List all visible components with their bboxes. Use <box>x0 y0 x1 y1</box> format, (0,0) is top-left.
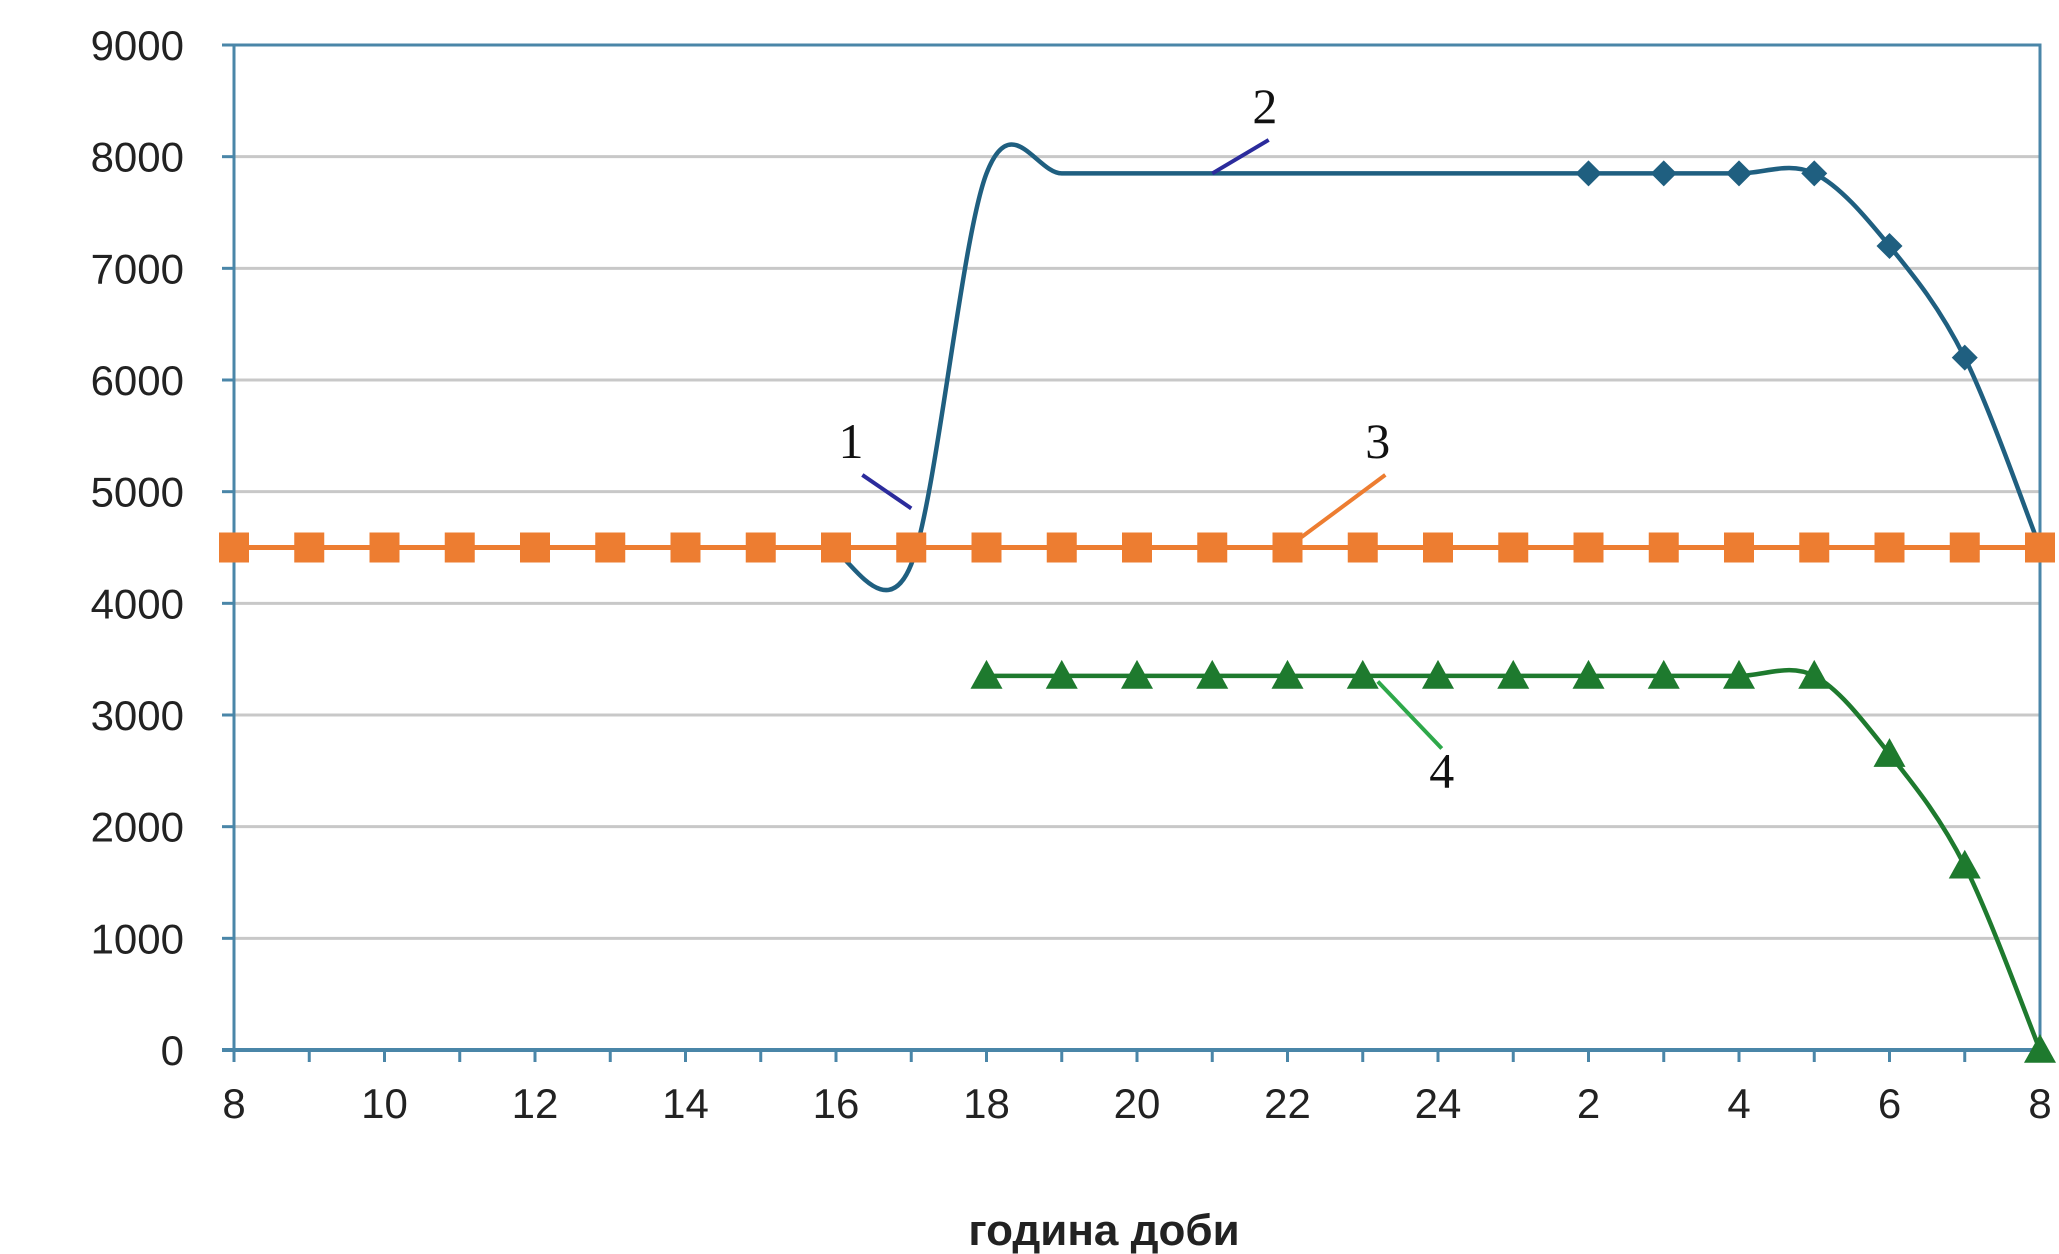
series-2-point <box>1951 344 1978 371</box>
series-3-point <box>896 532 927 563</box>
x-tick-label: 8 <box>222 1080 245 1127</box>
series-4-point <box>1346 659 1379 689</box>
series-4-point <box>2024 1034 2056 1063</box>
x-tick-label: 4 <box>1727 1080 1750 1127</box>
y-tick-labels: 0 1000 2000 3000 4000 5000 6000 7000 8000 9000 <box>91 22 184 1074</box>
x-tick-label: 20 <box>1114 1080 1161 1127</box>
callout-4-label: 4 <box>1429 743 1454 799</box>
series-3-point <box>520 532 550 563</box>
series-4-point <box>1873 738 1906 767</box>
x-tick-label: 18 <box>963 1080 1010 1127</box>
x-tick-label: 10 <box>361 1080 408 1127</box>
series-3-point <box>369 532 400 563</box>
callout-1-leader <box>861 473 913 511</box>
x-tick-label: 24 <box>1415 1080 1462 1127</box>
series-4-point <box>1723 659 1755 689</box>
series-4-point <box>1647 659 1680 689</box>
y-tick-label: 1000 <box>91 915 184 962</box>
series-2-point <box>1726 160 1752 187</box>
series-3-point <box>1498 532 1529 563</box>
series-4-point <box>1196 659 1229 689</box>
x-tick-label: 12 <box>512 1080 559 1127</box>
callout-2-label: 2 <box>1252 78 1277 134</box>
x-tick-label: 8 <box>2028 1080 2051 1127</box>
series-3-point <box>444 532 475 563</box>
series-2-point <box>1801 160 1828 187</box>
series-2-point <box>1876 233 1903 259</box>
callout-1-label: 1 <box>839 413 864 469</box>
callout-4-leader <box>1376 680 1444 750</box>
callout-2-leader <box>1211 138 1270 176</box>
series-2-point <box>1575 160 1602 187</box>
series-3-point <box>1874 532 1905 563</box>
series-4-point <box>1271 659 1304 689</box>
series-3-point <box>1949 532 1980 563</box>
series-3-point <box>219 532 249 563</box>
x-tick-label: 16 <box>813 1080 860 1127</box>
series-2-line <box>835 142 2043 593</box>
series-4-point <box>1798 659 1831 689</box>
x-tick-label: 2 <box>1577 1080 1600 1127</box>
callout-3-leader <box>1286 473 1387 550</box>
series-markers <box>219 160 2056 1063</box>
series-3-point <box>2025 532 2055 563</box>
series-4-line <box>986 667 2043 1051</box>
series-3-point <box>1197 532 1228 563</box>
series-3-point <box>1799 532 1830 563</box>
series-3-point <box>1724 532 1754 563</box>
y-tick-label: 9000 <box>91 22 184 69</box>
series-3-point <box>294 532 325 563</box>
series-4-point <box>1497 659 1530 689</box>
series-3-point <box>1423 532 1453 563</box>
y-tick-label: 6000 <box>91 357 184 404</box>
series-4-point <box>1572 659 1605 689</box>
y-tick-label: 3000 <box>91 692 184 739</box>
series-3-point <box>1648 532 1679 563</box>
series-3-point <box>1122 532 1152 563</box>
series-3-point <box>821 532 851 563</box>
y-tick-label: 4000 <box>91 580 184 627</box>
series-3-point <box>1573 532 1604 563</box>
series-3-point <box>670 532 701 563</box>
y-tick-label: 7000 <box>91 245 184 292</box>
series-lines <box>234 142 2043 1051</box>
series-3-point <box>745 532 776 563</box>
series-4-point <box>1422 659 1454 689</box>
series-3-point <box>1347 532 1378 563</box>
series-2-point <box>1650 160 1677 187</box>
series-3-point <box>1046 532 1077 563</box>
series-callouts: 1 2 3 4 <box>839 78 1455 798</box>
y-tick-label: 5000 <box>91 469 184 516</box>
series-4-point <box>970 659 1003 689</box>
x-tick-labels: 8 10 12 14 16 18 20 22 24 2 4 6 8 <box>222 1080 2051 1127</box>
x-tick-label: 14 <box>662 1080 709 1127</box>
callout-3-label: 3 <box>1365 413 1390 469</box>
gridlines <box>234 155 2040 940</box>
y-tick-label: 0 <box>161 1027 184 1074</box>
series-4-point <box>1045 659 1078 689</box>
series-3-point <box>595 532 626 563</box>
x-tick-label: 6 <box>1878 1080 1901 1127</box>
x-tick-label: 22 <box>1264 1080 1311 1127</box>
y-tick-label: 2000 <box>91 804 184 851</box>
series-4-point <box>1121 659 1153 689</box>
x-axis-label: година доби <box>968 1206 1239 1254</box>
series-3-point <box>971 532 1002 563</box>
y-tick-label: 8000 <box>91 134 184 181</box>
series-4-point <box>1948 849 1981 879</box>
